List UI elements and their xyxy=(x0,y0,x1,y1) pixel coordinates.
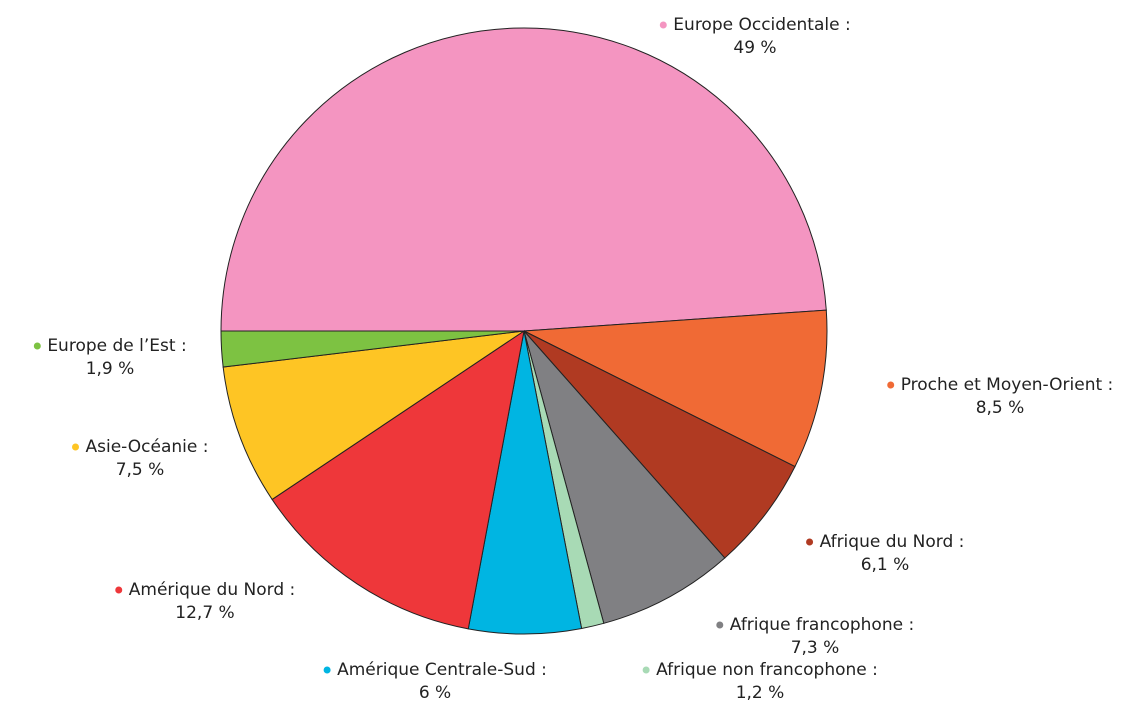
pie-slice xyxy=(523,330,726,624)
legend-bullet xyxy=(806,538,814,546)
legend-bullet xyxy=(642,666,650,674)
pie-slice xyxy=(271,329,525,630)
legend-bullet xyxy=(887,381,895,389)
legend-bullet xyxy=(33,342,41,350)
pie-slice xyxy=(222,330,525,501)
slice-label: Amérique du Nord : xyxy=(129,580,296,600)
slice-label: Afrique du Nord : xyxy=(820,532,965,552)
slice-label: Asie-Océanie : xyxy=(86,437,209,457)
slice-value-label: 1,9 % xyxy=(86,359,135,379)
legend-bullet xyxy=(716,621,724,629)
pie-slice xyxy=(220,27,827,332)
legend-bullet xyxy=(72,443,80,451)
slice-value-label: 8,5 % xyxy=(976,398,1025,418)
slice-label: Proche et Moyen-Orient : xyxy=(901,375,1114,395)
slice-value-label: 7,3 % xyxy=(791,638,840,658)
slice-label: Amérique Centrale-Sud : xyxy=(337,660,547,680)
slice-value-label: 6,1 % xyxy=(861,555,910,575)
slice-value-label: 1,2 % xyxy=(736,683,785,703)
slice-label: Afrique francophone : xyxy=(730,615,914,635)
slice-label: Europe de l’Est : xyxy=(47,336,186,356)
pie-slice xyxy=(220,330,525,368)
slice-value-label: 12,7 % xyxy=(175,603,234,623)
legend-bullet xyxy=(323,666,331,674)
slice-value-label: 6 % xyxy=(419,683,451,703)
pie-slice xyxy=(522,309,828,468)
slice-value-label: 49 % xyxy=(733,38,776,58)
legend-bullet xyxy=(115,586,123,594)
legend-bullet xyxy=(659,21,667,29)
slice-value-label: 7,5 % xyxy=(116,460,165,480)
slice-label: Afrique non francophone : xyxy=(656,660,878,680)
slice-label: Europe Occidentale : xyxy=(673,15,850,35)
